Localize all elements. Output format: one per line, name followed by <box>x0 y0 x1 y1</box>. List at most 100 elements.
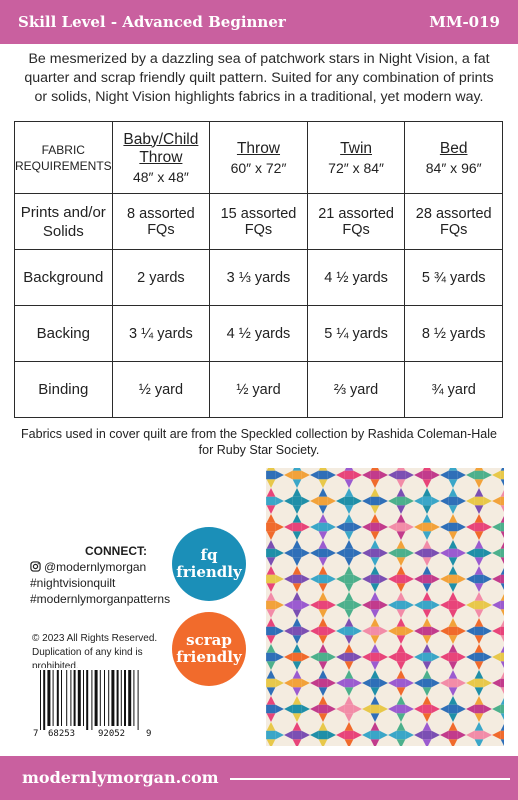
quilt-patch <box>336 470 345 480</box>
quilt-patch <box>301 470 310 480</box>
barcode-digit-first: 7 <box>33 729 38 738</box>
quilt-patch <box>396 704 406 714</box>
quilt-patch <box>500 594 504 601</box>
quilt-patch <box>301 548 310 558</box>
barcode-bar <box>94 670 98 726</box>
quilt-patch <box>292 678 302 688</box>
quilt-patch <box>483 704 492 714</box>
quilt-patch <box>344 670 354 679</box>
quilt-patch <box>318 600 328 610</box>
quilt-patch <box>466 730 475 740</box>
quilt-patch <box>318 566 328 575</box>
quilt-patch <box>292 566 302 575</box>
table-cell: 15 assorted FQs <box>209 193 308 250</box>
quilt-patch <box>284 678 293 688</box>
quilt-patch <box>448 739 458 746</box>
quilt-patch <box>266 531 276 540</box>
size-header: Throw 60″ x 72″ <box>209 121 308 194</box>
quilt-patch <box>344 479 354 488</box>
quilt-patch <box>422 479 432 488</box>
website-link[interactable]: modernlymorgan.com <box>22 768 219 787</box>
quilt-patch <box>370 496 380 506</box>
quilt-patch <box>422 730 432 740</box>
quilt-patch <box>362 574 371 584</box>
quilt-patch <box>284 730 293 740</box>
quilt-patch <box>422 583 432 592</box>
quilt-patch <box>422 505 432 514</box>
quilt-patch <box>318 626 328 636</box>
quilt-patch <box>457 470 466 480</box>
barcode-bars: 7 68253 92052 9 <box>33 670 151 739</box>
quilt-patch <box>396 687 406 696</box>
quilt-patch <box>327 470 336 480</box>
quilt-patch <box>500 687 504 694</box>
quilt-patch <box>500 724 504 731</box>
quilt-patch <box>405 600 414 610</box>
size-header: Baby/Child Throw 48″ x 48″ <box>111 121 211 194</box>
quilt-patch <box>431 730 440 740</box>
quilt-patch <box>310 730 319 740</box>
table-cell: 5 ¼ yards <box>306 305 406 362</box>
table-header-row: FABRIC REQUIREMENTS Baby/Child Throw 48″ … <box>14 121 503 194</box>
quilt-patch <box>492 704 501 714</box>
quilt-patch <box>292 574 302 584</box>
quilt-patch <box>388 600 397 610</box>
quilt-patch <box>448 514 458 523</box>
footer-bar: modernlymorgan.com <box>0 756 518 800</box>
quilt-patch <box>370 652 380 662</box>
quilt-patch <box>284 522 293 532</box>
quilt-patch <box>379 652 388 662</box>
quilt-patch <box>396 470 406 480</box>
barcode-digits-left: 68253 <box>48 729 75 738</box>
quilt-patch <box>440 548 449 558</box>
fq-friendly-badge: fq friendly <box>172 527 246 601</box>
table-cell: 8 assorted FQs <box>111 193 211 250</box>
size-name: Twin <box>340 139 373 157</box>
quilt-patch <box>344 722 354 731</box>
quilt-patch <box>370 488 380 497</box>
quilt-patch <box>344 644 354 653</box>
quilt-patch <box>396 592 406 601</box>
quilt-patch <box>457 730 466 740</box>
quilt-patch <box>344 626 354 636</box>
barcode-bar <box>111 670 115 726</box>
quilt-patch <box>310 548 319 558</box>
quilt-patch <box>492 548 501 558</box>
quilt-patch <box>370 557 380 566</box>
quilt-patch <box>414 496 423 506</box>
quilt-patch <box>388 652 397 662</box>
table-row: Backing 3 ¼ yards 4 ½ yards 5 ¼ yards 8 … <box>14 305 503 362</box>
size-name: Throw <box>236 139 281 157</box>
quilt-patch <box>474 496 484 506</box>
intro-paragraph: Be mesmerized by a dazzling sea of patch… <box>24 51 494 105</box>
quilt-patch <box>500 574 504 584</box>
quilt-patch <box>440 626 449 636</box>
quilt-patch <box>327 678 336 688</box>
quilt-patch <box>388 704 397 714</box>
quilt-patch <box>327 704 336 714</box>
quilt-patch <box>310 600 319 610</box>
quilt-patch <box>448 600 458 610</box>
quilt-patch <box>379 730 388 740</box>
quilt-patch <box>474 696 484 705</box>
quilt-patch <box>353 470 362 480</box>
quilt-patch <box>379 704 388 714</box>
quilt-patch <box>440 704 449 714</box>
quilt-patch <box>266 626 276 636</box>
quilt-patch <box>396 540 406 549</box>
table-cell: ¾ yard <box>404 361 503 418</box>
quilt-patch <box>310 652 319 662</box>
barcode-bar <box>116 670 119 726</box>
quilt-patch <box>344 652 354 662</box>
quilt-patch <box>310 470 319 480</box>
quilt-patch <box>414 652 423 662</box>
quilt-patch <box>396 644 406 653</box>
quilt-patch <box>474 566 484 575</box>
quilt-patch <box>301 600 310 610</box>
barcode-bar <box>61 670 62 726</box>
quilt-patch <box>448 531 458 540</box>
table-row: Binding ½ yard ½ yard ⅔ yard ¾ yard <box>14 361 503 418</box>
quilt-patch <box>396 652 406 662</box>
quilt-patch <box>422 566 432 575</box>
quilt-patch <box>448 626 458 636</box>
